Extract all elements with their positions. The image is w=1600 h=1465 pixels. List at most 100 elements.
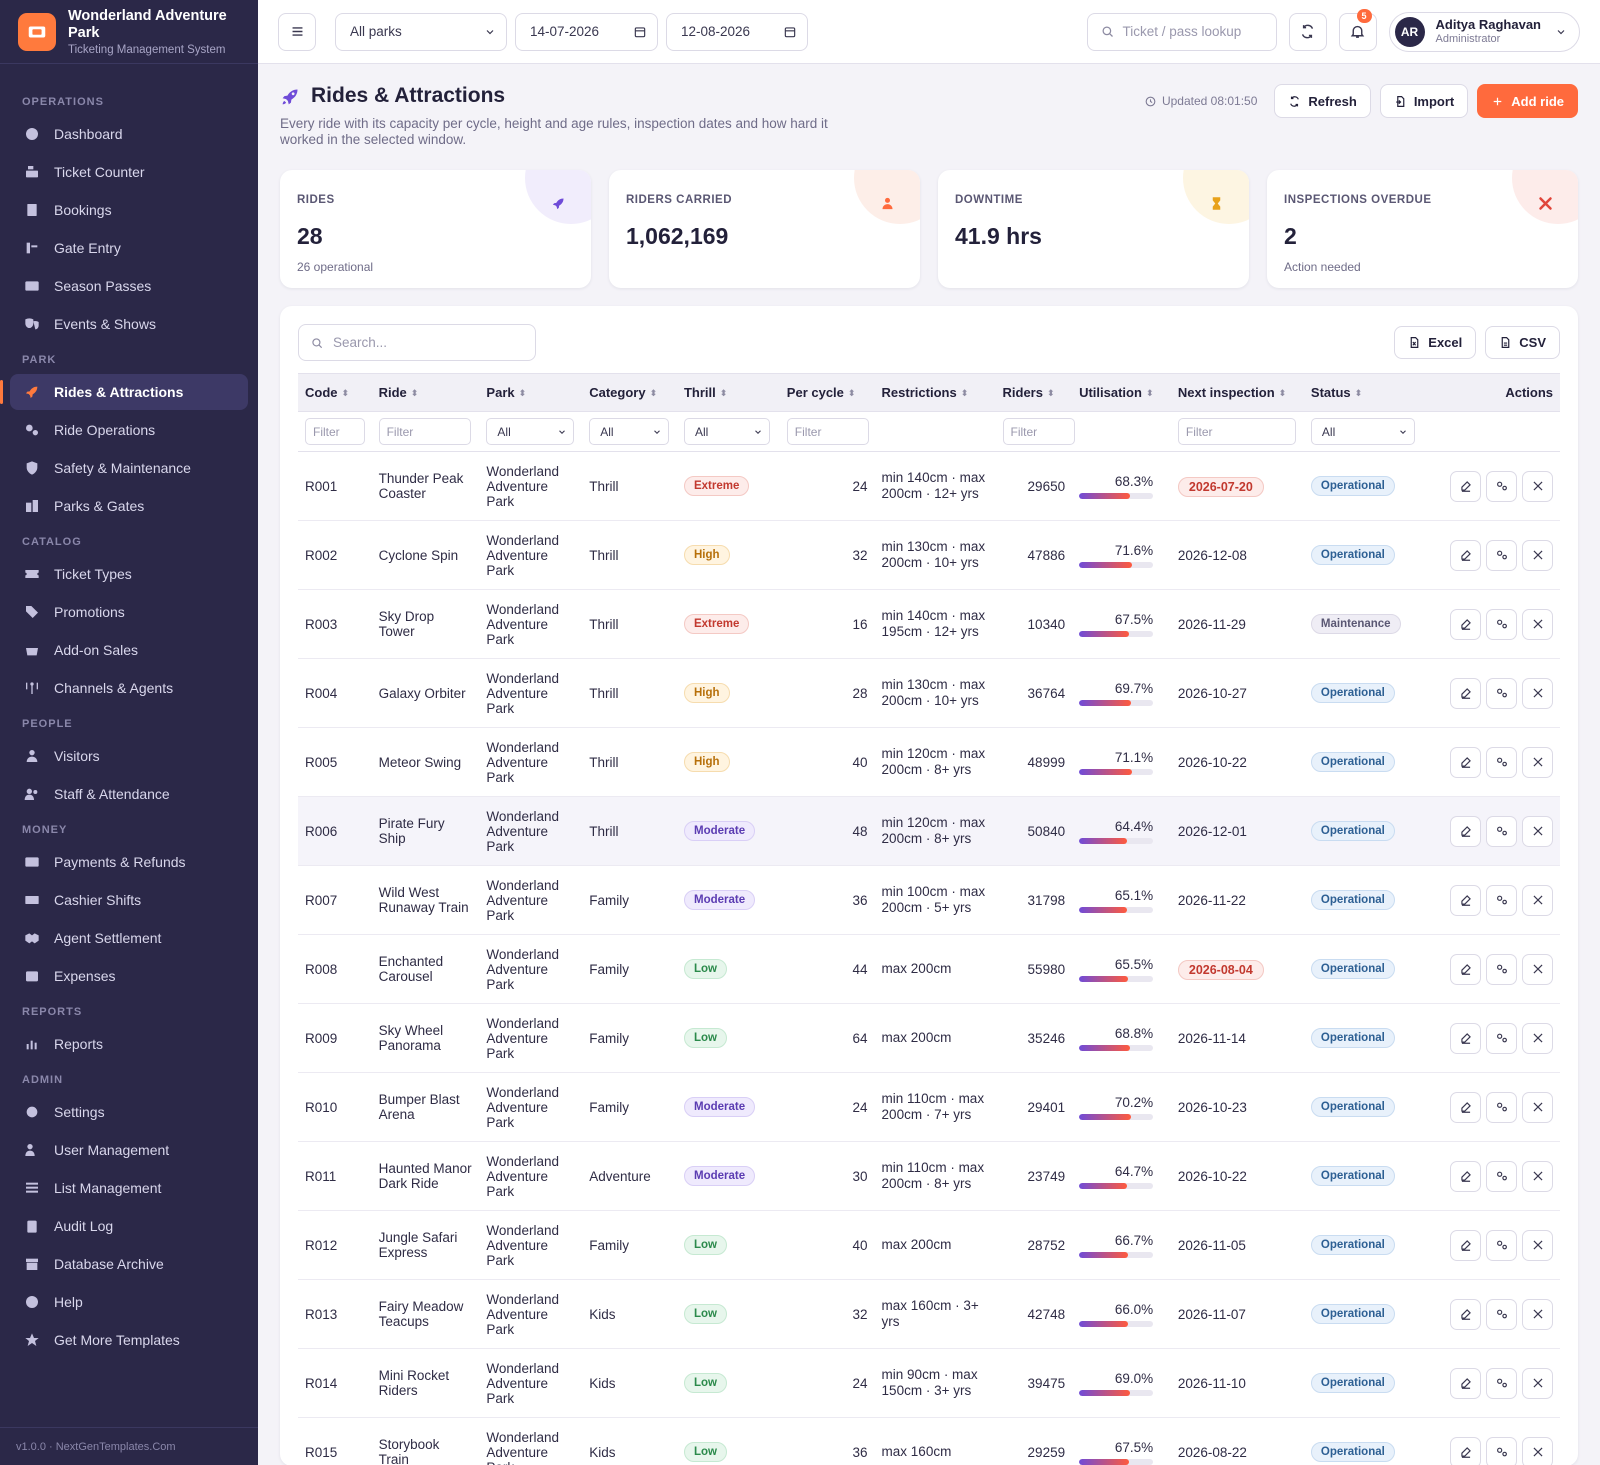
sidebar-item-cashier-shifts[interactable]: Cashier Shifts xyxy=(10,882,248,918)
notifications-button[interactable]: 5 xyxy=(1338,8,1377,51)
maintenance-button[interactable] xyxy=(1522,953,1553,985)
column-header[interactable]: Status ⬍ xyxy=(1303,373,1423,412)
sidebar-item-staff-attendance[interactable]: Staff & Attendance xyxy=(10,776,248,812)
sidebar-item-dashboard[interactable]: Dashboard xyxy=(10,116,248,152)
sidebar-item-audit-log[interactable]: Audit Log xyxy=(10,1208,248,1244)
sidebar-item-promotions[interactable]: Promotions xyxy=(10,594,248,630)
edit-button[interactable] xyxy=(1450,1160,1481,1192)
maintenance-button[interactable] xyxy=(1522,815,1553,847)
sidebar-item-payments-refunds[interactable]: Payments & Refunds xyxy=(10,844,248,880)
table-row[interactable]: R003 Sky Drop Tower Wonderland Adventure P… xyxy=(298,589,1560,659)
operations-button[interactable] xyxy=(1486,1160,1517,1192)
maintenance-button[interactable] xyxy=(1522,539,1553,571)
column-filter-select[interactable]: All xyxy=(589,418,670,445)
table-search-input[interactable]: Search... xyxy=(298,324,536,361)
maintenance-button[interactable] xyxy=(1522,1367,1553,1399)
brand[interactable]: Wonderland Adventure Park Ticketing Mana… xyxy=(0,0,258,64)
sidebar-item-ticket-counter[interactable]: Ticket Counter xyxy=(10,154,248,190)
edit-button[interactable] xyxy=(1450,1229,1481,1261)
column-header[interactable]: Next inspection ⬍ xyxy=(1170,373,1304,412)
operations-button[interactable] xyxy=(1486,884,1517,916)
column-filter-select[interactable]: All xyxy=(1310,418,1415,445)
maintenance-button[interactable] xyxy=(1522,1091,1553,1123)
sidebar-item-season-passes[interactable]: Season Passes xyxy=(10,268,248,304)
import-button[interactable]: Import xyxy=(1379,84,1469,118)
table-row[interactable]: R013 Fairy Meadow Teacups Wonderland Adven… xyxy=(298,1279,1560,1349)
column-filter-input[interactable]: Filter xyxy=(378,418,471,445)
sidebar-item-safety-maintenance[interactable]: Safety & Maintenance xyxy=(10,450,248,486)
column-filter-input[interactable]: Filter xyxy=(1177,418,1296,445)
column-filter-input[interactable]: Filter xyxy=(305,418,365,445)
sidebar-item-events-shows[interactable]: Events & Shows xyxy=(10,306,248,342)
column-header[interactable]: Category ⬍ xyxy=(582,373,677,412)
edit-button[interactable] xyxy=(1450,1367,1481,1399)
table-row[interactable]: R015 Storybook Train Wonderland Adventure … xyxy=(298,1417,1560,1465)
maintenance-button[interactable] xyxy=(1522,608,1553,640)
edit-button[interactable] xyxy=(1450,608,1481,640)
add-ride-button[interactable]: Add ride xyxy=(1477,84,1578,118)
operations-button[interactable] xyxy=(1486,815,1517,847)
sidebar-item-expenses[interactable]: Expenses xyxy=(10,958,248,994)
operations-button[interactable] xyxy=(1486,1298,1517,1330)
sidebar-item-ticket-types[interactable]: Ticket Types xyxy=(10,556,248,592)
table-row[interactable]: R004 Galaxy Orbiter Wonderland Adventure P… xyxy=(298,658,1560,728)
column-header[interactable]: Park ⬍ xyxy=(479,373,583,412)
edit-button[interactable] xyxy=(1450,746,1481,778)
column-header[interactable]: Restrictions ⬍ xyxy=(874,373,996,412)
column-header[interactable]: Riders ⬍ xyxy=(995,373,1073,412)
sync-button[interactable] xyxy=(1288,12,1327,51)
edit-button[interactable] xyxy=(1450,1298,1481,1330)
table-row[interactable]: R007 Wild West Runaway Train Wonderland Ad… xyxy=(298,865,1560,935)
refresh-button[interactable]: Refresh xyxy=(1274,84,1371,118)
sidebar-item-channels-agents[interactable]: Channels & Agents xyxy=(10,670,248,706)
maintenance-button[interactable] xyxy=(1522,677,1553,709)
edit-button[interactable] xyxy=(1450,539,1481,571)
sidebar-item-rides-attractions[interactable]: Rides & Attractions xyxy=(0,374,248,410)
column-header[interactable]: Ride ⬍ xyxy=(371,373,480,412)
table-row[interactable]: R012 Jungle Safari Express Wonderland Adve… xyxy=(298,1210,1560,1280)
edit-button[interactable] xyxy=(1450,953,1481,985)
operations-button[interactable] xyxy=(1486,1436,1517,1465)
operations-button[interactable] xyxy=(1486,539,1517,571)
edit-button[interactable] xyxy=(1450,1022,1481,1054)
operations-button[interactable] xyxy=(1486,1367,1517,1399)
edit-button[interactable] xyxy=(1450,677,1481,709)
sidebar-item-get-more-templates[interactable]: Get More Templates xyxy=(10,1322,248,1358)
operations-button[interactable] xyxy=(1486,608,1517,640)
user-menu[interactable]: AR Aditya Raghavan Administrator xyxy=(1388,11,1580,52)
table-row[interactable]: R011 Haunted Manor Dark Ride Wonderland Ad… xyxy=(298,1141,1560,1211)
column-filter-input[interactable]: Filter xyxy=(1002,418,1075,445)
table-row[interactable]: R008 Enchanted Carousel Wonderland Adventu… xyxy=(298,934,1560,1004)
operations-button[interactable] xyxy=(1486,1022,1517,1054)
maintenance-button[interactable] xyxy=(1522,1022,1553,1054)
sidebar-item-help[interactable]: Help xyxy=(10,1284,248,1320)
sidebar-item-gate-entry[interactable]: Gate Entry xyxy=(10,230,248,266)
sidebar-item-settings[interactable]: Settings xyxy=(10,1094,248,1130)
maintenance-button[interactable] xyxy=(1522,1436,1553,1465)
ticket-lookup-input[interactable]: Ticket / pass lookup xyxy=(1086,12,1277,51)
column-header[interactable]: Utilisation ⬍ xyxy=(1072,373,1171,412)
table-row[interactable]: R010 Bumper Blast Arena Wonderland Adventu… xyxy=(298,1072,1560,1142)
column-filter-select[interactable]: All xyxy=(683,418,770,445)
edit-button[interactable] xyxy=(1450,815,1481,847)
edit-button[interactable] xyxy=(1450,884,1481,916)
operations-button[interactable] xyxy=(1486,1229,1517,1261)
maintenance-button[interactable] xyxy=(1522,884,1553,916)
edit-button[interactable] xyxy=(1450,1091,1481,1123)
table-row[interactable]: R002 Cyclone Spin Wonderland Adventure Par… xyxy=(298,520,1560,590)
sidebar-item-user-management[interactable]: User Management xyxy=(10,1132,248,1168)
table-row[interactable]: R005 Meteor Swing Wonderland Adventure Par… xyxy=(298,727,1560,797)
maintenance-button[interactable] xyxy=(1522,1160,1553,1192)
sidebar-item-bookings[interactable]: Bookings xyxy=(10,192,248,228)
table-row[interactable]: R006 Pirate Fury Ship Wonderland Adventure… xyxy=(298,796,1560,866)
sidebar-item-parks-gates[interactable]: Parks & Gates xyxy=(10,488,248,524)
sidebar-item-database-archive[interactable]: Database Archive xyxy=(10,1246,248,1282)
sidebar-item-visitors[interactable]: Visitors xyxy=(10,738,248,774)
park-select[interactable]: All parks xyxy=(335,12,507,51)
maintenance-button[interactable] xyxy=(1522,470,1553,502)
operations-button[interactable] xyxy=(1486,677,1517,709)
date-to-input[interactable]: 12-08-2026 xyxy=(666,12,808,51)
column-header[interactable]: Code ⬍ xyxy=(298,373,372,412)
maintenance-button[interactable] xyxy=(1522,1298,1553,1330)
sidebar-item-agent-settlement[interactable]: Agent Settlement xyxy=(10,920,248,956)
